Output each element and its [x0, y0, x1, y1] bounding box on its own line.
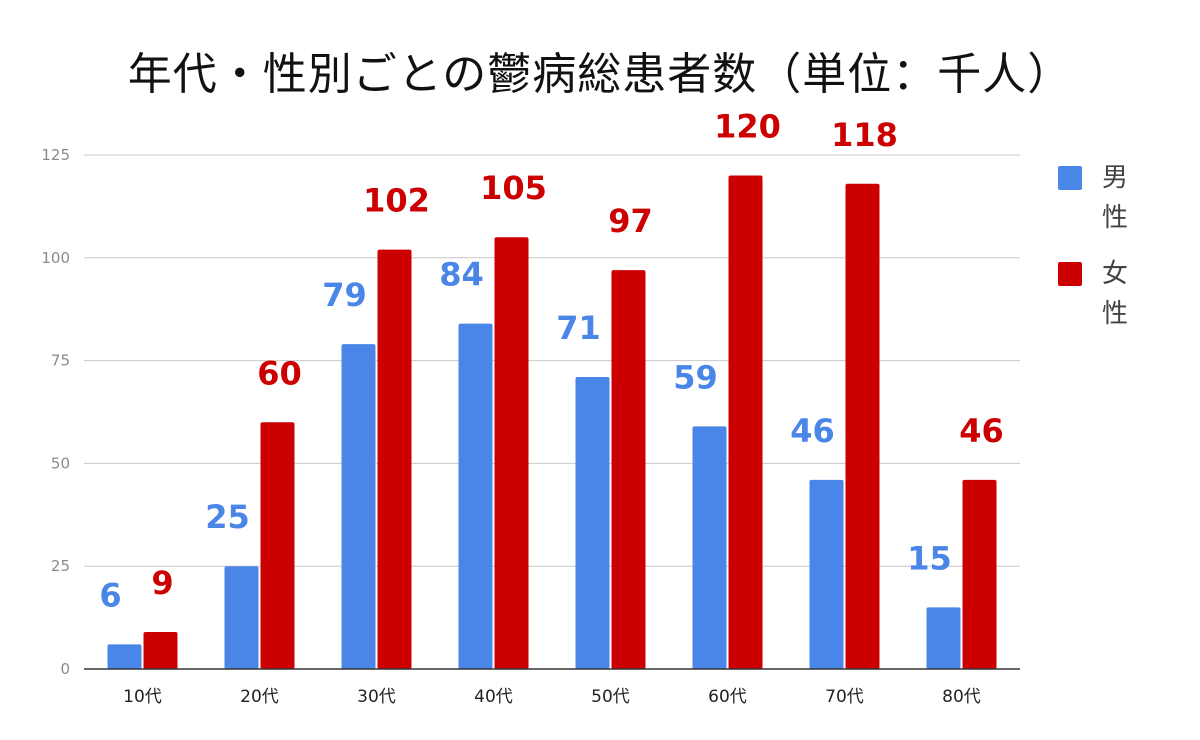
data-label-female: 102 [363, 182, 430, 220]
bar-female [845, 183, 880, 669]
bar-female [728, 175, 763, 669]
bars [107, 175, 997, 670]
data-label-female: 46 [959, 412, 1004, 450]
data-label-female: 120 [714, 108, 781, 146]
axes: 0 25 50 75 100 125 10代 20代 30代 40代 50代 60代 70代 80代 [41, 146, 1020, 707]
data-label-male: 71 [556, 309, 601, 347]
legend-swatch-female [1058, 262, 1082, 286]
data-label-female: 60 [257, 354, 302, 392]
y-tick-label: 125 [41, 146, 70, 164]
data-label-male: 15 [907, 539, 952, 577]
bar-female [611, 270, 646, 669]
bar-male [575, 377, 610, 669]
y-tick-label: 25 [51, 557, 70, 575]
x-tick-label: 20代 [240, 687, 279, 707]
x-tick-label: 70代 [825, 687, 864, 707]
bar-male [107, 644, 142, 669]
bar-female [260, 422, 295, 669]
data-labels: 6 25 79 84 71 59 46 15 9 60 102 105 97 120 118 46 [99, 108, 1003, 615]
legend-label-male: 男性 [1102, 163, 1129, 233]
y-tick-label: 75 [51, 352, 70, 370]
x-tick-label: 10代 [123, 687, 162, 707]
bar-male [458, 323, 493, 669]
legend-label-female: 女性 [1102, 259, 1129, 329]
x-tick-label: 30代 [357, 687, 396, 707]
data-label-male: 25 [205, 498, 250, 536]
bar-female [377, 249, 412, 670]
x-tick-label: 50代 [591, 687, 630, 707]
y-tick-label: 0 [60, 660, 70, 678]
x-tick-label: 40代 [474, 687, 513, 707]
data-label-female: 118 [831, 116, 898, 154]
bar-female [494, 237, 529, 670]
data-label-female: 97 [608, 202, 653, 240]
legend-item-male: 男性 [1058, 158, 1168, 254]
bar-male [809, 479, 844, 669]
chart-title: 年代・性別ごとの鬱病総患者数（単位：千人） [127, 49, 1073, 100]
legend-item-female: 女性 [1058, 254, 1168, 350]
data-label-male: 46 [790, 412, 835, 450]
legend: 男性 女性 [1058, 158, 1168, 350]
data-label-male: 79 [322, 276, 367, 314]
bar-male [692, 426, 727, 669]
bar-male [341, 344, 376, 669]
data-label-male: 6 [99, 576, 121, 614]
bar-male [224, 566, 259, 669]
y-tick-label: 50 [51, 454, 70, 472]
bar-male [926, 607, 961, 669]
legend-swatch-male [1058, 166, 1082, 190]
bar-female [962, 479, 997, 669]
x-tick-label: 60代 [708, 687, 747, 707]
data-label-female: 105 [480, 169, 547, 207]
data-label-female: 9 [151, 564, 173, 602]
data-label-male: 59 [673, 358, 718, 396]
y-tick-label: 100 [41, 249, 70, 267]
x-tick-label: 80代 [942, 687, 981, 707]
data-label-male: 84 [439, 256, 484, 294]
bar-female [143, 631, 178, 669]
